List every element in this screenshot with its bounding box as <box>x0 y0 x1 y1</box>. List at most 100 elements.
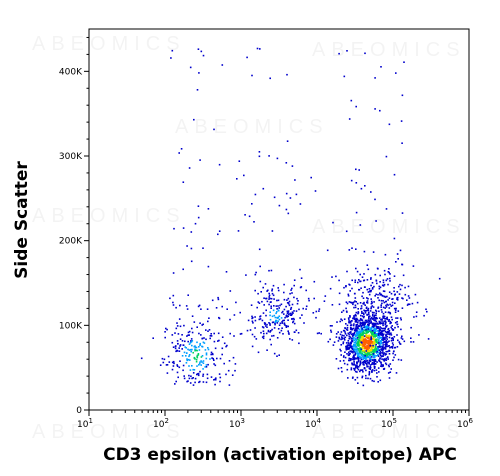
data-point <box>372 352 375 354</box>
data-point <box>342 341 345 343</box>
data-point <box>383 269 386 272</box>
data-point <box>380 293 382 296</box>
data-point <box>362 321 364 324</box>
data-point <box>197 374 200 377</box>
data-point <box>268 292 270 295</box>
data-point <box>371 370 373 372</box>
data-point <box>353 306 355 309</box>
data-point <box>388 329 391 332</box>
data-point <box>273 196 276 199</box>
data-point <box>359 356 361 358</box>
data-point <box>412 265 415 267</box>
data-point <box>359 364 361 367</box>
data-point <box>387 358 389 360</box>
data-point <box>272 284 275 287</box>
data-point <box>401 142 403 144</box>
data-point <box>350 328 353 331</box>
data-point <box>197 372 200 375</box>
data-point <box>279 322 282 325</box>
data-point <box>377 332 380 335</box>
data-point <box>368 371 371 373</box>
data-point <box>274 316 277 319</box>
data-point <box>350 331 352 333</box>
data-point <box>351 247 353 249</box>
data-point <box>258 248 261 251</box>
data-point <box>297 332 300 334</box>
data-point <box>289 197 292 199</box>
data-point <box>268 269 270 272</box>
data-point <box>371 326 373 328</box>
data-point <box>273 327 276 329</box>
data-point <box>371 342 374 345</box>
data-point <box>226 344 228 347</box>
data-point <box>348 118 351 120</box>
data-point <box>165 327 167 330</box>
data-point <box>342 309 345 312</box>
data-point <box>346 344 349 346</box>
data-point <box>358 337 361 339</box>
data-point <box>375 334 377 337</box>
data-point <box>368 344 371 346</box>
data-point <box>392 352 394 355</box>
data-point <box>264 283 267 285</box>
data-point <box>359 363 362 365</box>
data-point <box>198 72 200 74</box>
data-point <box>367 321 369 323</box>
data-point <box>198 349 201 351</box>
data-point <box>214 383 216 386</box>
data-point <box>171 334 174 336</box>
data-point <box>384 362 387 365</box>
data-point <box>349 344 351 347</box>
data-point <box>374 319 376 322</box>
data-point <box>218 373 221 375</box>
data-point <box>359 348 362 351</box>
data-point <box>370 307 372 310</box>
data-point <box>362 360 365 363</box>
data-point <box>361 315 364 317</box>
data-point <box>216 357 218 360</box>
data-point <box>382 347 384 350</box>
data-point <box>365 319 368 322</box>
data-point <box>384 311 387 313</box>
data-point <box>392 328 395 331</box>
data-point <box>380 327 382 329</box>
data-point <box>366 279 369 281</box>
data-point <box>346 302 349 305</box>
data-point <box>194 377 197 380</box>
data-point <box>382 279 385 281</box>
data-point <box>371 350 374 353</box>
data-point <box>361 340 363 343</box>
data-point <box>376 338 378 340</box>
data-point <box>273 298 275 300</box>
data-point <box>367 291 370 293</box>
data-point <box>254 193 257 196</box>
data-point <box>367 328 370 330</box>
data-point <box>411 302 414 305</box>
data-point <box>404 293 407 296</box>
data-point <box>229 290 232 292</box>
data-point <box>165 364 168 366</box>
data-point <box>376 334 379 337</box>
data-point <box>352 324 355 327</box>
data-point <box>343 337 345 339</box>
data-point <box>367 319 369 321</box>
data-point <box>367 297 369 300</box>
data-point <box>210 335 213 337</box>
data-point <box>348 359 350 362</box>
data-point <box>359 302 362 304</box>
data-point <box>263 304 265 306</box>
data-point <box>378 317 381 319</box>
data-point <box>353 315 355 317</box>
data-point <box>396 346 399 348</box>
data-point <box>338 336 340 339</box>
data-point <box>382 344 384 346</box>
data-point <box>390 339 393 342</box>
data-point <box>356 365 359 367</box>
data-point <box>376 376 378 378</box>
data-point <box>348 353 350 355</box>
data-point <box>385 279 388 282</box>
data-point <box>353 323 355 325</box>
data-point <box>368 293 371 296</box>
data-point <box>354 341 357 344</box>
data-point <box>262 335 265 338</box>
